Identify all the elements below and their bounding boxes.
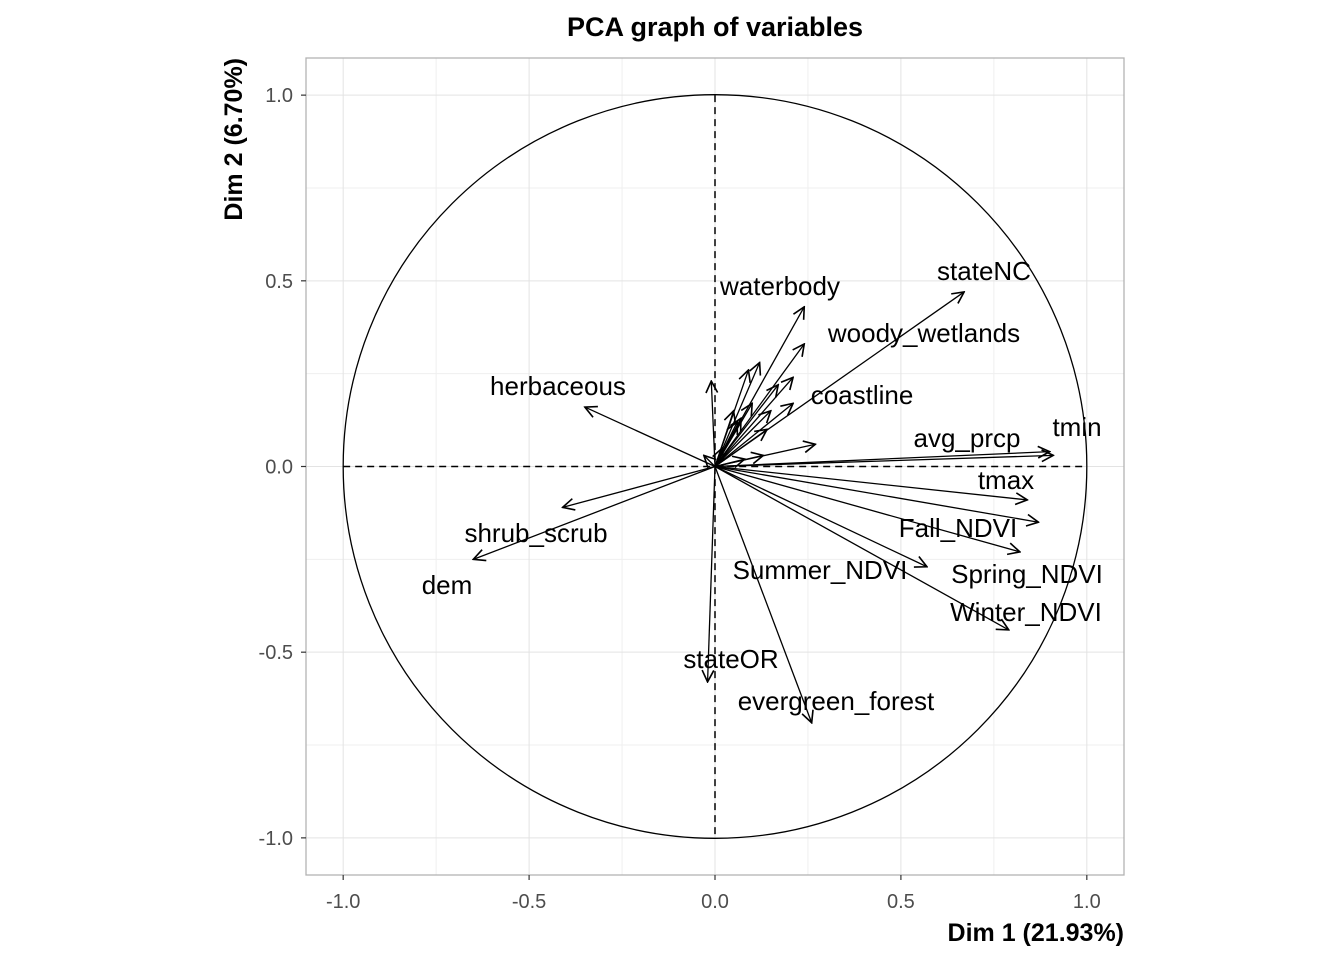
variable-arrow-fall-ndvi <box>714 465 1038 523</box>
variable-arrow-stateor <box>708 466 716 682</box>
variable-label-avg-prcp: avg_prcp <box>914 423 1021 453</box>
variable-arrow-statenc <box>714 292 964 468</box>
x-tick-label: 1.0 <box>1073 891 1101 913</box>
x-tick-label: -1.0 <box>326 891 360 913</box>
variable-arrow-waterbody <box>714 307 804 467</box>
variable-label-evergreen-forest: evergreen_forest <box>738 686 935 716</box>
variable-label-statenc: stateNC <box>937 256 1031 286</box>
y-tick-label: 0.0 <box>265 457 293 479</box>
variable-arrow-winter-ndvi <box>714 465 1009 630</box>
variable-label-spring-ndvi: Spring_NDVI <box>951 559 1103 589</box>
variable-label-winter-ndvi: Winter_NDVI <box>950 597 1102 627</box>
y-tick-label: 1.0 <box>265 85 293 107</box>
x-axis-title: Dim 1 (21.93%) <box>948 919 1124 947</box>
variable-arrow-woody-wetlands <box>714 344 804 467</box>
x-axis-ticks: -1.0 -0.5 0.0 0.5 1.0 <box>326 875 1101 913</box>
y-tick-label: -1.0 <box>259 828 293 850</box>
variable-label-waterbody: waterbody <box>719 271 840 301</box>
unlabeled-variable-arrow <box>714 459 745 466</box>
variable-label-woody-wetlands: woody_wetlands <box>827 318 1020 348</box>
x-tick-label: 0.0 <box>701 891 729 913</box>
variable-label-coastline: coastline <box>811 380 914 410</box>
variable-label-fall-ndvi: Fall_NDVI <box>899 513 1017 543</box>
variable-arrow-tmin <box>714 455 1053 468</box>
variable-label-summer-ndvi: Summer_NDVI <box>733 555 908 585</box>
variable-vectors <box>473 292 1053 723</box>
plot-panel: waterbody stateNC woody_wetlands herbaceous… <box>305 57 1125 876</box>
variable-arrow-coastline <box>714 403 793 468</box>
variable-arrow-evergreen-forest <box>714 466 812 723</box>
variable-label-stateor: stateOR <box>683 644 778 674</box>
variable-label-tmax: tmax <box>978 465 1034 495</box>
variable-label-shrub-scrub: shrub_scrub <box>464 518 607 548</box>
x-tick-label: 0.5 <box>887 891 915 913</box>
variable-arrow-spring-ndvi <box>714 465 1020 552</box>
chart-title: PCA graph of variables <box>567 12 863 42</box>
y-tick-label: -0.5 <box>259 642 293 664</box>
variable-label-dem: dem <box>422 570 473 600</box>
variable-arrow-shrub-scrub <box>563 465 716 508</box>
y-tick-label: 0.5 <box>265 271 293 293</box>
variable-arrow-herbaceous <box>585 407 716 468</box>
variable-label-herbaceous: herbaceous <box>490 371 626 401</box>
unlabeled-variable-arrow <box>704 455 715 466</box>
x-tick-label: -0.5 <box>512 891 546 913</box>
variable-label-tmin: tmin <box>1052 412 1101 442</box>
y-axis-ticks: -1.0 -0.5 0.0 0.5 1.0 <box>259 85 306 850</box>
unlabeled-variable-arrow <box>714 377 793 467</box>
variable-labels: waterbody stateNC woody_wetlands herbaceous… <box>422 256 1103 716</box>
variable-arrow-summer-ndvi <box>714 465 927 567</box>
variable-arrow-dem <box>473 465 716 560</box>
variable-arrow-tmax <box>714 465 1027 500</box>
y-axis-title: Dim 2 (6.70%) <box>220 58 248 221</box>
